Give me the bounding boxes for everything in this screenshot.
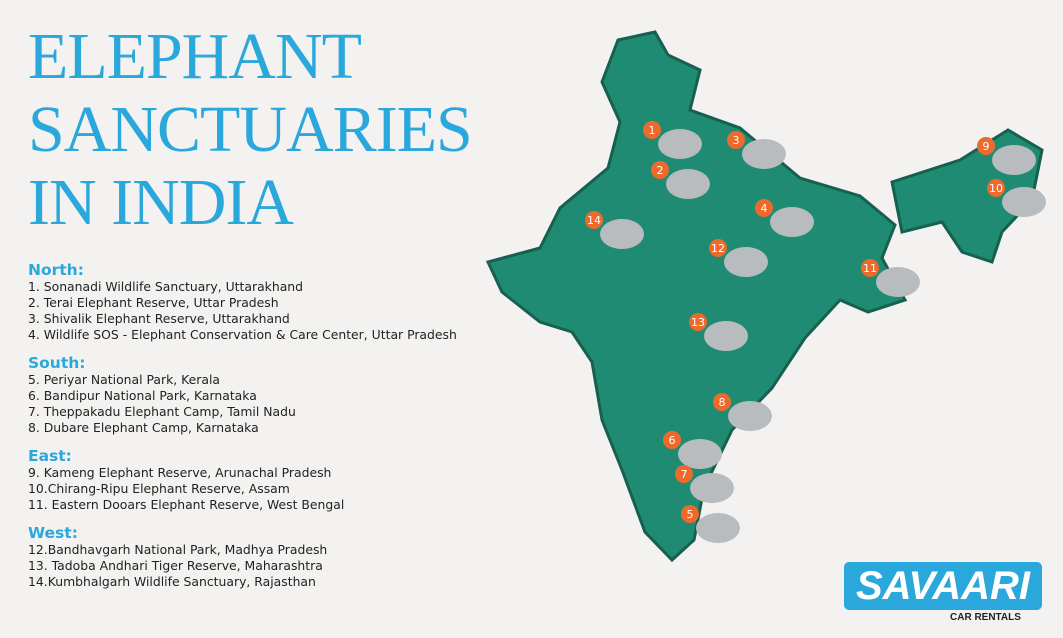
marker-number: 8 (719, 396, 726, 409)
legend-item: 9. Kameng Elephant Reserve, Arunachal Pr… (28, 465, 332, 480)
elephant-icon (704, 321, 748, 351)
legend-group: North: 1. Sonanadi Wildlife Sanctuary, Ut… (28, 262, 457, 343)
sanctuary-marker: 8 (713, 393, 772, 431)
sanctuary-marker: 13 (689, 313, 748, 351)
legend-item: 5. Periyar National Park, Kerala (28, 372, 220, 387)
legend-item: 6. Bandipur National Park, Karnataka (28, 388, 257, 403)
legend-heading: South: (28, 354, 86, 372)
elephant-icon (770, 207, 814, 237)
marker-number: 13 (691, 316, 705, 329)
marker-badge (651, 161, 669, 179)
marker-number: 7 (681, 468, 688, 481)
sanctuary-marker: 2 (651, 161, 710, 199)
legend-group: West: 12.Bandhavgarh National Park, Madhy… (28, 525, 457, 590)
legend-item: 7. Theppakadu Elephant Camp, Tamil Nadu (28, 404, 296, 419)
legend-item: 8. Dubare Elephant Camp, Karnataka (28, 420, 259, 435)
elephant-icon (1002, 187, 1046, 217)
elephant-icon (742, 139, 786, 169)
legend-item: 13. Tadoba Andhari Tiger Reserve, Mahara… (28, 558, 323, 573)
elephant-icon (724, 247, 768, 277)
legend-item: 3. Shivalik Elephant Reserve, Uttarakhan… (28, 311, 290, 326)
marker-badge (755, 199, 773, 217)
marker-badge (861, 259, 879, 277)
elephant-icon (728, 401, 772, 431)
legend-group: East: 9. Kameng Elephant Reserve, Arunach… (28, 448, 457, 513)
legend-group: South: 5. Periyar National Park, Kerala 6.… (28, 355, 457, 436)
elephant-icon (600, 219, 644, 249)
marker-badge (585, 211, 603, 229)
elephant-icon (666, 169, 710, 199)
elephant-icon (992, 145, 1036, 175)
marker-number: 1 (649, 124, 656, 137)
sanctuary-marker: 12 (709, 239, 768, 277)
marker-number: 9 (983, 140, 990, 153)
elephant-icon (658, 129, 702, 159)
marker-number: 12 (711, 242, 725, 255)
sanctuary-marker: 10 (987, 179, 1046, 217)
sanctuary-marker: 4 (755, 199, 814, 237)
marker-badge (987, 179, 1005, 197)
marker-number: 4 (761, 202, 768, 215)
elephant-icon (690, 473, 734, 503)
elephant-icon (678, 439, 722, 469)
marker-number: 11 (863, 262, 877, 275)
sanctuary-marker: 1 (643, 121, 702, 159)
legend-heading: East: (28, 447, 72, 465)
marker-badge (663, 431, 681, 449)
sanctuary-marker: 5 (681, 505, 740, 543)
marker-number: 14 (587, 214, 601, 227)
legend-heading: West: (28, 524, 78, 542)
marker-badge (681, 505, 699, 523)
marker-number: 10 (989, 182, 1003, 195)
marker-badge (689, 313, 707, 331)
marker-number: 6 (669, 434, 676, 447)
marker-badge (727, 131, 745, 149)
legend-item: 10.Chirang-Ripu Elephant Reserve, Assam (28, 481, 290, 496)
savaari-logo: SAVAARI (844, 562, 1042, 610)
marker-badge (977, 137, 995, 155)
legend-item: 11. Eastern Dooars Elephant Reserve, Wes… (28, 497, 345, 512)
marker-number: 3 (733, 134, 740, 147)
marker-badge (713, 393, 731, 411)
sanctuary-marker: 6 (663, 431, 722, 469)
elephant-icon (876, 267, 920, 297)
marker-badge (675, 465, 693, 483)
marker-badge (709, 239, 727, 257)
sanctuary-marker: 7 (675, 465, 734, 503)
logo-tagline: CAR RENTALS (950, 612, 1021, 623)
sanctuary-marker: 14 (585, 211, 644, 249)
legend-item: 12.Bandhavgarh National Park, Madhya Pra… (28, 542, 328, 557)
legend-item: 1. Sonanadi Wildlife Sanctuary, Uttarakh… (28, 279, 304, 294)
legend: North: 1. Sonanadi Wildlife Sanctuary, Ut… (28, 262, 457, 602)
legend-item: 2. Terai Elephant Reserve, Uttar Pradesh (28, 295, 279, 310)
sanctuary-marker: 9 (977, 137, 1036, 175)
marker-badge (643, 121, 661, 139)
marker-number: 2 (657, 164, 664, 177)
marker-number: 5 (687, 508, 694, 521)
sanctuary-marker: 3 (727, 131, 786, 169)
legend-heading: North: (28, 261, 84, 279)
page-title: ELEPHANT SANCTUARIES IN INDIA (28, 20, 473, 239)
sanctuary-marker: 11 (861, 259, 920, 297)
elephant-icon (696, 513, 740, 543)
legend-item: 4. Wildlife SOS - Elephant Conservation … (28, 327, 457, 342)
legend-item: 14.Kumbhalgarh Wildlife Sanctuary, Rajas… (28, 574, 316, 589)
